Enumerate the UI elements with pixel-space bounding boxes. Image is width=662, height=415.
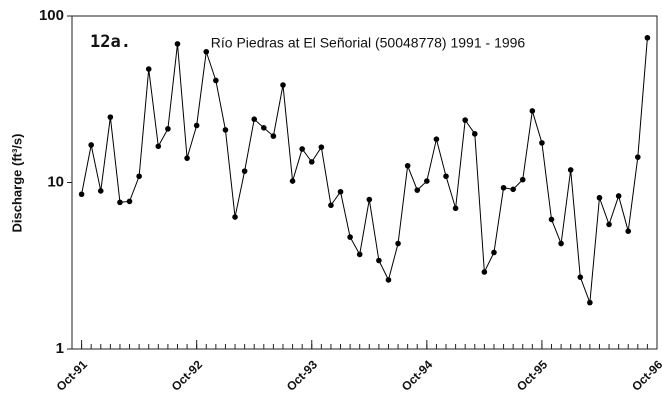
data-point	[184, 155, 190, 161]
data-point	[88, 142, 94, 148]
data-point	[452, 205, 459, 212]
data-point	[155, 143, 162, 150]
data-point	[270, 133, 277, 139]
y-tick-label: 10	[47, 173, 64, 190]
data-point	[136, 173, 142, 180]
data-point	[366, 196, 373, 203]
data-point	[261, 125, 267, 131]
data-point	[500, 184, 507, 191]
data-point	[78, 191, 85, 198]
x-tick-label: Oct-92	[169, 357, 206, 394]
data-point	[615, 193, 622, 199]
data-point	[519, 176, 526, 183]
data-point	[433, 136, 440, 142]
data-point	[145, 66, 152, 72]
chart-title: Río Piedras at El Señorial (50048778) 19…	[211, 35, 526, 51]
x-tick-label: Oct-91	[54, 357, 91, 394]
data-point	[337, 188, 344, 195]
data-point	[117, 199, 123, 206]
data-point	[318, 144, 325, 150]
data-point	[539, 140, 545, 146]
x-tick-label: Oct-94	[399, 357, 436, 394]
data-point	[126, 198, 133, 205]
data-point	[232, 214, 238, 220]
data-point	[510, 186, 516, 193]
data-point	[587, 299, 593, 306]
data-point	[558, 240, 564, 247]
y-axis-label: Discharge (ft³/s)	[9, 134, 24, 233]
data-point	[567, 167, 574, 173]
data-point	[548, 216, 555, 223]
data-point	[193, 122, 200, 129]
x-tick-label: Oct-95	[514, 357, 551, 394]
data-point	[414, 187, 421, 193]
data-point	[376, 257, 382, 264]
series-line	[81, 37, 648, 303]
data-point	[404, 162, 411, 169]
data-point	[395, 240, 401, 247]
data-point	[289, 178, 296, 184]
data-point	[424, 178, 430, 184]
data-point	[97, 188, 104, 194]
data-point	[213, 77, 219, 84]
data-point	[491, 249, 497, 256]
data-point	[299, 146, 305, 152]
data-point	[529, 108, 536, 114]
data-point	[165, 126, 171, 132]
data-point	[625, 228, 632, 234]
data-point	[328, 202, 334, 209]
data-point	[222, 127, 229, 133]
data-point	[596, 194, 603, 201]
data-point	[462, 117, 468, 123]
data-point	[251, 116, 258, 122]
data-point	[481, 269, 488, 275]
data-point	[577, 274, 584, 280]
data-point	[356, 251, 363, 258]
y-tick-label: 100	[39, 7, 64, 24]
data-point	[174, 41, 181, 47]
y-tick-label: 1	[56, 340, 64, 357]
data-point	[241, 168, 248, 174]
data-point	[606, 221, 612, 228]
data-point	[635, 154, 641, 160]
x-tick-label: Oct-96	[629, 357, 662, 394]
data-point	[347, 234, 353, 240]
annotation: 12a.	[90, 32, 131, 52]
data-point	[203, 48, 210, 55]
x-tick-label: Oct-93	[284, 357, 321, 394]
data-point	[280, 82, 286, 88]
data-point	[471, 131, 478, 137]
data-point	[644, 34, 651, 41]
data-point	[385, 277, 392, 283]
data-point	[443, 173, 449, 180]
data-point	[107, 114, 114, 120]
data-point	[308, 159, 315, 165]
